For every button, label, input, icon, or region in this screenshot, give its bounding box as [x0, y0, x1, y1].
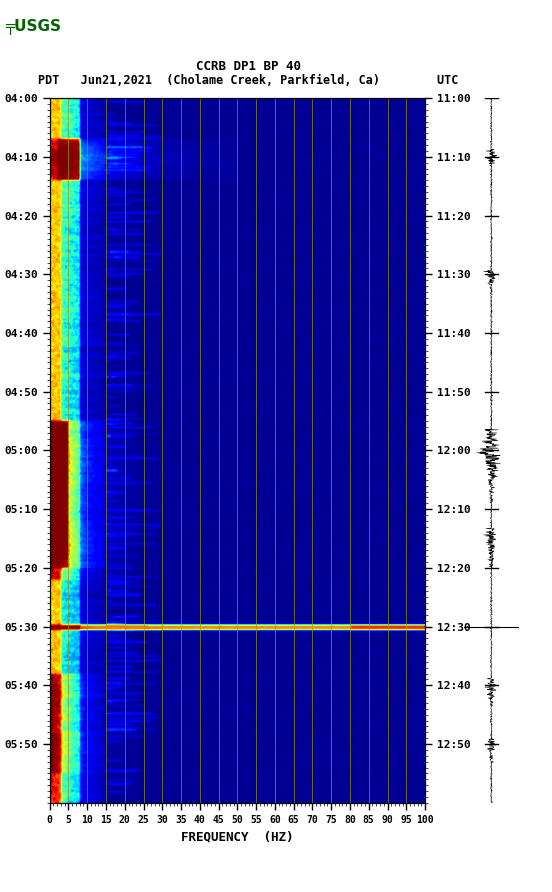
- Text: PDT   Jun21,2021  (Cholame Creek, Parkfield, Ca)        UTC: PDT Jun21,2021 (Cholame Creek, Parkfield…: [38, 74, 459, 87]
- Text: CCRB DP1 BP 40: CCRB DP1 BP 40: [196, 61, 301, 73]
- Text: ╤USGS: ╤USGS: [6, 19, 61, 35]
- X-axis label: FREQUENCY  (HZ): FREQUENCY (HZ): [181, 830, 294, 843]
